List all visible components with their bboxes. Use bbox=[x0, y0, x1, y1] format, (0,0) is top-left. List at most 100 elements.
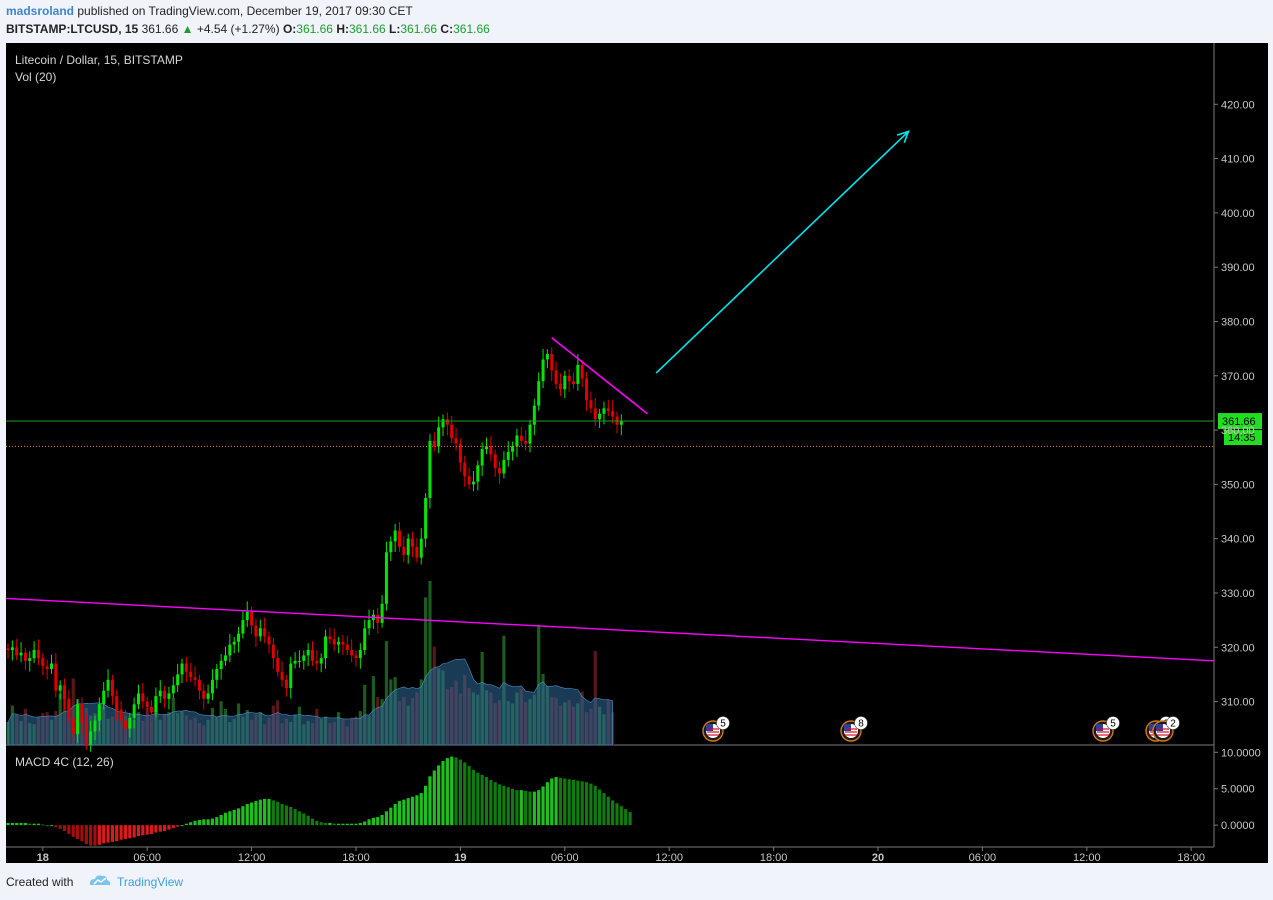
macd-bar bbox=[215, 817, 219, 826]
candle-body bbox=[50, 663, 53, 669]
candle-body bbox=[289, 663, 293, 688]
candle-body bbox=[123, 720, 127, 729]
macd-bar bbox=[102, 825, 106, 844]
candle-body bbox=[598, 413, 602, 420]
macd-bar bbox=[467, 766, 471, 826]
macd-bar bbox=[489, 779, 493, 826]
macd-bar bbox=[606, 796, 610, 826]
macd-bar bbox=[389, 807, 393, 826]
event-count-badge bbox=[1166, 716, 1180, 730]
candle-body bbox=[137, 693, 140, 705]
macd-bar bbox=[541, 786, 545, 826]
candle-body bbox=[93, 720, 97, 732]
candle-body bbox=[324, 636, 328, 659]
us-flag-canton bbox=[844, 724, 851, 731]
macd-label: MACD 4C (12, 26) bbox=[15, 755, 114, 769]
candle-body bbox=[102, 690, 106, 705]
event-marker[interactable]: 5 bbox=[702, 716, 730, 742]
chart-area[interactable]: 361.66 14:35 420.00 410.00 400.00 390.00 380.… bbox=[6, 43, 1268, 863]
macd-bar bbox=[619, 806, 623, 826]
candle-body bbox=[154, 696, 158, 713]
macd-bar bbox=[184, 823, 188, 826]
event-count-badge bbox=[854, 716, 868, 730]
macd-bar bbox=[563, 778, 567, 826]
macd-bar bbox=[41, 824, 45, 826]
candle-body bbox=[519, 435, 523, 441]
macd-bar bbox=[484, 777, 489, 826]
candle-body bbox=[297, 660, 301, 662]
macd-bar bbox=[598, 789, 602, 826]
macd-bar bbox=[36, 823, 41, 826]
macd-bar bbox=[419, 793, 423, 826]
macd-bar bbox=[15, 822, 19, 826]
candle-body bbox=[363, 628, 367, 650]
event-marker[interactable]: 5 bbox=[1092, 716, 1120, 742]
macd-bar bbox=[54, 825, 58, 828]
macd-bar bbox=[628, 812, 632, 826]
macd-bar bbox=[310, 818, 315, 826]
candle-body bbox=[380, 603, 384, 623]
candle-body bbox=[432, 440, 436, 447]
macd-bar bbox=[576, 780, 580, 826]
macd-bar bbox=[519, 790, 523, 826]
drawings[interactable]: 361.66 14:35 bbox=[6, 130, 1262, 662]
macd-bar bbox=[493, 782, 497, 826]
event-marker[interactable]: 8 bbox=[840, 716, 868, 742]
candle-body bbox=[302, 655, 306, 661]
macd-bar bbox=[454, 757, 458, 826]
candle-body bbox=[84, 723, 88, 745]
candle-body bbox=[458, 443, 462, 463]
macd-bar bbox=[511, 788, 515, 826]
tradingview-brand-link[interactable]: TradingView bbox=[117, 875, 184, 889]
macd-bar bbox=[284, 805, 288, 826]
candle-body bbox=[580, 364, 584, 379]
candle-body bbox=[145, 701, 149, 707]
macd-bar bbox=[363, 821, 367, 826]
macd-bar bbox=[202, 819, 206, 826]
macd-bar bbox=[232, 809, 236, 826]
countdown-tag: 14:35 bbox=[1228, 432, 1256, 444]
candle-body bbox=[354, 655, 358, 659]
up-triangle-icon: ▲ bbox=[181, 22, 194, 36]
macd-bar bbox=[497, 784, 502, 826]
time-tick-label: 18 bbox=[37, 852, 49, 863]
candle-body bbox=[28, 658, 32, 661]
symbol-line: BITSTAMP:LTCUSD, 15 bbox=[6, 22, 139, 36]
time-tick-label: 20 bbox=[872, 852, 884, 863]
us-flag-canton bbox=[1149, 724, 1156, 731]
macd-bar bbox=[345, 823, 349, 826]
candle-body bbox=[493, 454, 497, 469]
macd-bar bbox=[210, 818, 215, 826]
author-link[interactable]: madsroland bbox=[6, 4, 75, 18]
candle-body bbox=[572, 381, 575, 384]
event-markers[interactable]: 58522 bbox=[702, 716, 1180, 742]
macd-bar bbox=[267, 798, 271, 826]
close-value: 361.66 bbox=[453, 22, 490, 36]
macd-bar bbox=[258, 799, 262, 826]
candle-body bbox=[167, 693, 171, 699]
candle-body bbox=[219, 660, 223, 669]
macd-bar bbox=[49, 825, 54, 827]
event-marker[interactable]: 2 bbox=[1152, 716, 1180, 742]
candle-body bbox=[237, 633, 241, 642]
candle-body bbox=[341, 641, 345, 645]
macd-bar bbox=[589, 783, 593, 826]
candle-body bbox=[245, 611, 249, 621]
candle-body bbox=[606, 408, 610, 412]
candle-body bbox=[524, 440, 528, 444]
candle-body bbox=[567, 375, 571, 382]
candle-body bbox=[215, 668, 219, 680]
macd-tick-label: 10.0000 bbox=[1221, 747, 1261, 759]
price-tick-label: 310.00 bbox=[1221, 697, 1255, 709]
volume-bar bbox=[428, 580, 432, 745]
candle-body bbox=[428, 440, 432, 498]
macd-bar bbox=[611, 800, 615, 826]
candle-body bbox=[63, 685, 67, 699]
macd-bar bbox=[537, 790, 541, 826]
macd-bar bbox=[315, 820, 319, 826]
macd-bar bbox=[458, 759, 462, 826]
macd-bar bbox=[328, 822, 332, 826]
macd-bar bbox=[584, 782, 589, 826]
volume-bar bbox=[384, 641, 389, 745]
chart-svg[interactable]: 361.66 14:35 420.00 410.00 400.00 390.00 380.… bbox=[6, 43, 1268, 863]
